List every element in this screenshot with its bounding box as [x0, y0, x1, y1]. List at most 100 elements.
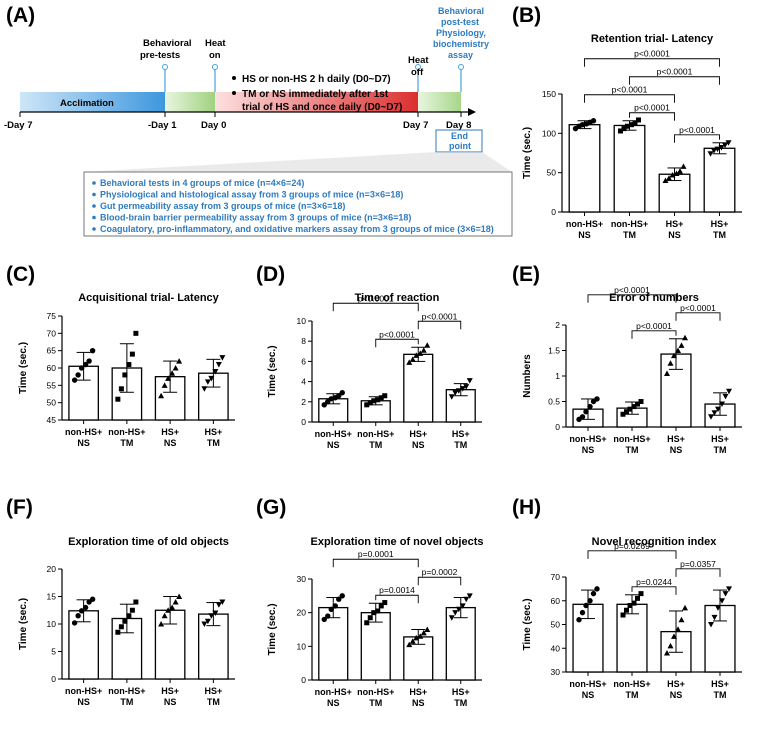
point-2-5-triangle-icon — [682, 334, 688, 341]
panel-c-label: (C) — [6, 263, 35, 286]
bullet-text-5: Coagulatory, pro-inflammatory, and oxida… — [100, 224, 494, 234]
point-2-3-triangle-icon — [169, 370, 176, 376]
panel-g-chart: (G) Exploration time of novel objects Time… — [256, 496, 483, 708]
x-tick-label-line2: TM — [207, 697, 220, 707]
point-1-2-square-icon — [122, 618, 128, 624]
bullet-dot-icon — [92, 181, 96, 185]
point-2-4-triangle-icon — [172, 365, 179, 371]
point-3-0-tri-down-icon — [708, 622, 714, 628]
significance-bracket — [417, 576, 462, 586]
point-3-1-tri-down-icon — [711, 410, 718, 416]
x-tick-label-line2: TM — [120, 438, 133, 448]
x-tick-label-line2: NS — [578, 230, 591, 240]
point-1-0-square-icon — [618, 128, 623, 134]
pin-heat-off-icon — [415, 64, 421, 70]
x-tick-label-line1: HS+ — [452, 429, 470, 439]
point-3-5-tri-down-icon — [725, 140, 732, 146]
significance-bracket — [629, 76, 720, 85]
point-2-1-triangle-icon — [666, 175, 672, 181]
point-3-1-tri-down-icon — [452, 610, 459, 616]
post-test-line4: biochemistry — [433, 39, 489, 49]
point-0-0-circle-icon — [321, 402, 327, 408]
p-value-label: p=0.0357 — [680, 559, 716, 569]
point-2-0-triangle-icon — [158, 392, 165, 399]
point-3-3-tri-down-icon — [212, 610, 219, 616]
day-label-7: Day 7 — [403, 120, 428, 131]
y-tick-label: 0 — [555, 422, 560, 432]
point-3-4-tri-down-icon — [215, 602, 222, 608]
x-tick-label-line2: NS — [670, 445, 683, 455]
point-2-5-triangle-icon — [424, 342, 431, 348]
x-tick-label-line2: NS — [164, 438, 177, 448]
x-tick-label-line1: HS+ — [452, 687, 470, 697]
point-2-1-triangle-icon — [667, 642, 674, 649]
point-1-2-square-icon — [371, 610, 377, 616]
point-2-2-triangle-icon — [165, 607, 172, 613]
significance-bracket — [332, 558, 419, 568]
y-axis-label: Numbers — [522, 354, 533, 398]
zoom-connector — [84, 152, 512, 172]
y-axis-label: Time (sec.) — [18, 598, 29, 650]
y-tick-label: 50 — [47, 398, 57, 408]
event-heat-on-2: on — [209, 50, 221, 61]
bar-2 — [403, 353, 434, 423]
bullet-dot-icon — [92, 204, 96, 208]
point-2-2-triangle-icon — [413, 634, 420, 641]
point-0-4-circle-icon — [336, 393, 342, 399]
bullet-text-2: Physiological and histological assay fro… — [100, 190, 403, 200]
point-3-5-tri-down-icon — [466, 378, 473, 384]
x-tick-label-line1: non-HS+ — [315, 687, 352, 697]
point-2-4-triangle-icon — [420, 629, 427, 636]
p-value-label: p=0.0002 — [422, 567, 458, 577]
point-3-0-tri-down-icon — [448, 394, 455, 400]
post-test-line1: Behavioral — [438, 6, 484, 16]
x-tick-label-line2: NS — [668, 230, 681, 240]
point-3-4-tri-down-icon — [722, 591, 729, 597]
point-0-1-circle-icon — [325, 399, 331, 405]
x-tick-label-line2: NS — [412, 698, 425, 708]
point-2-1-triangle-icon — [409, 356, 416, 362]
y-tick-label: 10 — [297, 641, 307, 651]
event-pretests: pre-tests — [140, 50, 180, 61]
p-value-label: p<0.0001 — [680, 303, 716, 313]
x-tick-label-line2: NS — [164, 697, 177, 707]
p-value-label: p<0.0001 — [634, 49, 670, 59]
panel-c-chart: (C) Acquisitional trial- Latency Time (sec… — [6, 263, 235, 448]
post-test-line5: assay — [448, 50, 473, 60]
y-tick-label: 70 — [47, 328, 57, 338]
bar-1 — [613, 124, 646, 213]
y-tick-label: 150 — [542, 89, 556, 99]
x-tick-label-line1: HS+ — [409, 429, 427, 439]
point-1-1-square-icon — [367, 615, 373, 621]
panel-f-label: (F) — [6, 496, 33, 519]
acclimation-bar — [20, 92, 165, 112]
significance-bracket — [584, 94, 675, 103]
x-tick-label-line1: non-HS+ — [611, 219, 648, 229]
point-3-1-tri-down-icon — [711, 614, 718, 621]
point-2-1-triangle-icon — [409, 638, 416, 644]
panel-a-timeline: (A) Acclimation -Day 7 -Day 1 Day 0 Day … — [4, 4, 513, 237]
panel-h-label: (H) — [512, 496, 541, 519]
significance-bracket — [675, 568, 721, 577]
point-2-4-triangle-icon — [678, 616, 685, 623]
p-value-label: p=0.0244 — [636, 577, 672, 587]
panel-a-label: (A) — [6, 4, 35, 27]
p-value-label: p<0.0001 — [612, 85, 648, 95]
x-tick-label-line2: TM — [207, 438, 220, 448]
x-tick-label-line1: HS+ — [667, 434, 685, 444]
point-1-5-square-icon — [382, 600, 388, 606]
y-tick-label: 0 — [551, 207, 556, 217]
x-tick-label-line2: TM — [714, 445, 727, 455]
bar-0 — [568, 124, 601, 213]
point-1-0-square-icon — [620, 411, 626, 417]
point-3-3-tri-down-icon — [459, 386, 466, 392]
event-heat-on-1: Heat — [205, 38, 226, 49]
x-tick-label-line1: non-HS+ — [108, 427, 145, 437]
panel-d-chart: (D) Time of reaction Time (sec.) 0 2 4 6 8 10 non… — [256, 263, 482, 450]
p-value-label: p<0.0001 — [657, 67, 693, 77]
x-tick-label-line1: non-HS+ — [357, 429, 394, 439]
p-value-label: p<0.0001 — [422, 311, 458, 321]
point-0-4-circle-icon — [86, 358, 92, 364]
note-line2: TM or NS immediately after 1st — [242, 89, 389, 100]
point-1-1-square-icon — [367, 400, 373, 406]
